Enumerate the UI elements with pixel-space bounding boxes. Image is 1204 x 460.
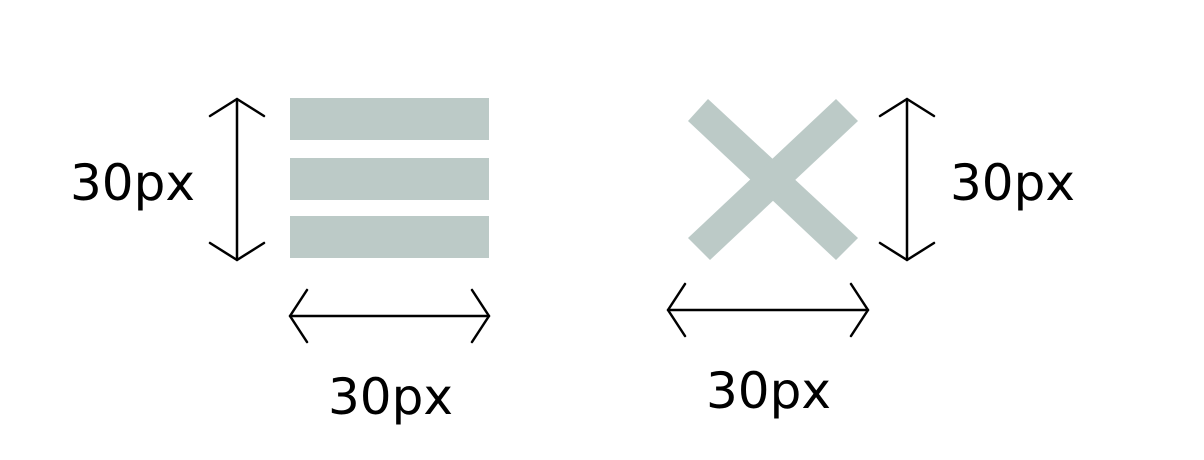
close-height-arrow	[878, 97, 936, 262]
close-width-label: 30px	[706, 362, 831, 420]
hamburger-width-arrow	[288, 288, 491, 344]
hamburger-bar-middle	[290, 158, 489, 200]
hamburger-menu-icon	[290, 98, 489, 260]
hamburger-height-label: 30px	[70, 154, 195, 212]
hamburger-bar-bottom	[290, 216, 489, 258]
close-x-stroke-b	[688, 99, 858, 260]
hamburger-width-label: 30px	[328, 368, 453, 426]
hamburger-bar-top	[290, 98, 489, 140]
close-x-icon	[688, 99, 858, 260]
close-width-arrow	[666, 282, 870, 338]
close-height-label: 30px	[950, 154, 1075, 212]
hamburger-height-arrow	[208, 97, 266, 262]
